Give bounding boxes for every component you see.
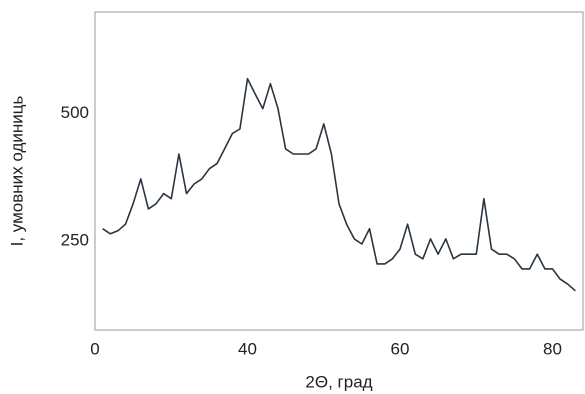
x-axis-label: 2Θ, град <box>305 372 372 391</box>
x-tick-label: 40 <box>238 339 257 358</box>
y-tick-label: 500 <box>61 103 89 122</box>
data-line <box>102 77 576 292</box>
y-axis-label: I, умовних одиниць <box>7 95 26 246</box>
x-tick-label: 80 <box>543 339 562 358</box>
x-tick-label: 0 <box>90 339 99 358</box>
plot-frame <box>94 11 584 331</box>
x-tick-label: 60 <box>391 339 410 358</box>
y-tick-label: 250 <box>61 230 89 249</box>
